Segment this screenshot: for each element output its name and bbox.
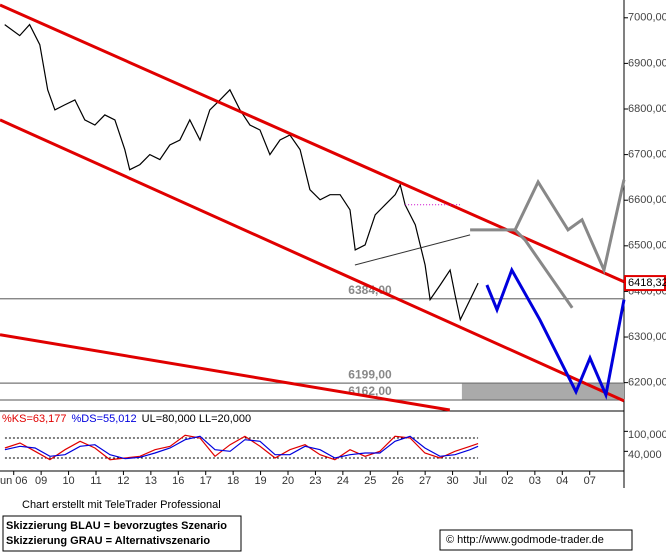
y-tick-label: 6800,00 [628,103,666,115]
copyright: © http://www.godmode-trader.de [446,534,604,546]
y-tick-label: 6900,00 [628,57,666,69]
y-tick-label: 100,000 [628,429,666,441]
trend-line [0,333,451,412]
trend-line [0,118,625,403]
x-tick-label: 24 [337,475,349,487]
level-label: 6384,00 [348,283,392,297]
legend-gray: Skizzierung GRAU = Alternativszenario [6,535,210,547]
x-tick-label: 10 [62,475,74,487]
price-line [4,23,479,322]
y-tick-label: 6200,00 [628,377,666,389]
x-tick-label: 04 [556,475,568,487]
x-tick-label: 30 [446,475,458,487]
x-tick-label: 19 [254,475,266,487]
last-price-tag [624,275,666,292]
x-tick-label: 27 [419,475,431,487]
credit: Chart erstellt mit TeleTrader Profession… [22,499,221,511]
last-price-label: 6418,32 [628,277,666,289]
oscillator-title: %KS=63,177 [2,413,67,425]
x-tick-label: 07 [584,475,596,487]
oscillator-title: UL=80,000 LL=20,000 [142,413,252,425]
legend-box [2,515,242,552]
oscillator-title: %DS=55,012 [72,413,137,425]
x-tick-label: Jul [473,475,487,487]
x-tick-label: 12 [117,475,129,487]
x-tick-label: 11 [90,475,101,487]
legend-blue: Skizzierung BLAU = bevorzugtes Szenario [6,520,227,532]
y-tick-label: 6700,00 [628,149,666,161]
x-tick-label: 09 [35,475,47,487]
x-tick-label: 23 [309,475,321,487]
y-tick-label: 7000,00 [628,12,666,24]
price-line [4,435,479,460]
copyright-box [439,529,633,551]
x-tick-label: 13 [145,475,157,487]
y-tick-label: 6300,00 [628,331,666,343]
x-tick-label: 20 [282,475,294,487]
support-zone [461,383,624,400]
x-tick-label: 26 [392,475,404,487]
level-label: 6199,00 [348,367,392,381]
y-tick-label: 40,000 [628,449,662,461]
scenario-path [485,266,626,400]
x-tick-label: 18 [227,475,239,487]
x-tick-label: 16 [172,475,184,487]
scenario-path [514,228,574,309]
y-tick-label: 6600,00 [628,194,666,206]
x-tick-label: 25 [364,475,376,487]
x-tick-label: 02 [501,475,513,487]
x-tick-label: 03 [529,475,541,487]
x-tick-label: un 06 [0,475,27,487]
x-tick-label: 17 [200,475,212,487]
y-tick-label: 6500,00 [628,240,666,252]
trend-line [354,234,471,266]
